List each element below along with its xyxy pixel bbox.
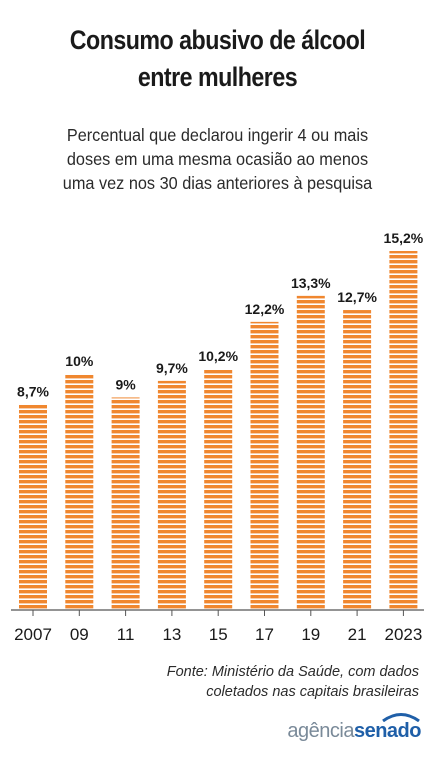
bar-09 [65, 373, 94, 610]
chart-subtitle-line-1: Percentual que declarou ingerir 4 ou mai… [66, 125, 369, 145]
chart-title: Consumo abusivo de álcool entre mulheres [30, 22, 404, 96]
x-tick-label-19: 19 [301, 625, 320, 644]
chart-subtitle: Percentual que declarou ingerir 4 ou mai… [15, 123, 420, 195]
data-label-13: 9,7% [156, 360, 188, 376]
data-label-2023: 15,2% [384, 230, 424, 246]
data-label-17: 12,2% [245, 301, 285, 317]
data-label-19: 13,3% [291, 275, 331, 291]
bar-21 [343, 310, 372, 610]
logo-arc-icon [382, 713, 420, 722]
x-tick-label-13: 13 [162, 625, 181, 644]
source-note: Fonte: Ministério da Saúde, com dados co… [167, 662, 419, 702]
logo-text-agencia: agência [287, 720, 354, 742]
chart-subtitle-line-3: uma vez nos 30 dias anteriores à pesquis… [62, 173, 373, 193]
bar-2023 [389, 251, 418, 610]
bar-19 [296, 295, 325, 610]
x-tick-label-2023: 2023 [384, 625, 422, 644]
x-tick-label-21: 21 [348, 625, 367, 644]
bar-15 [204, 369, 233, 610]
x-tick-label-09: 09 [70, 625, 89, 644]
bar-2007 [19, 404, 47, 610]
source-line-1: Fonte: Ministério da Saúde, com dados [166, 664, 419, 680]
data-label-21: 12,7% [337, 289, 377, 305]
x-tick-label-15: 15 [209, 625, 228, 644]
data-label-2007: 8,7% [17, 384, 49, 400]
bar-17 [250, 321, 279, 610]
x-tick-label-2007: 2007 [14, 625, 52, 644]
bar-13 [157, 380, 186, 610]
data-label-11: 9% [115, 376, 136, 392]
logo-text-senado: senado [353, 720, 422, 742]
x-tick-label-11: 11 [117, 625, 135, 644]
chart-title-line-1: Consumo abusivo de álcool [69, 25, 366, 55]
data-label-09: 10% [65, 353, 94, 369]
chart-title-line-2: entre mulheres [137, 62, 298, 92]
agency-logo: agênciasenado [287, 716, 421, 746]
source-line-2: coletados nas capitais brasileiras [206, 684, 419, 700]
bar-11 [111, 397, 140, 610]
chart-subtitle-line-2: doses em uma mesma ocasião ao menos [66, 149, 369, 169]
data-label-15: 10,2% [198, 348, 238, 364]
x-tick-label-17: 17 [255, 625, 274, 644]
